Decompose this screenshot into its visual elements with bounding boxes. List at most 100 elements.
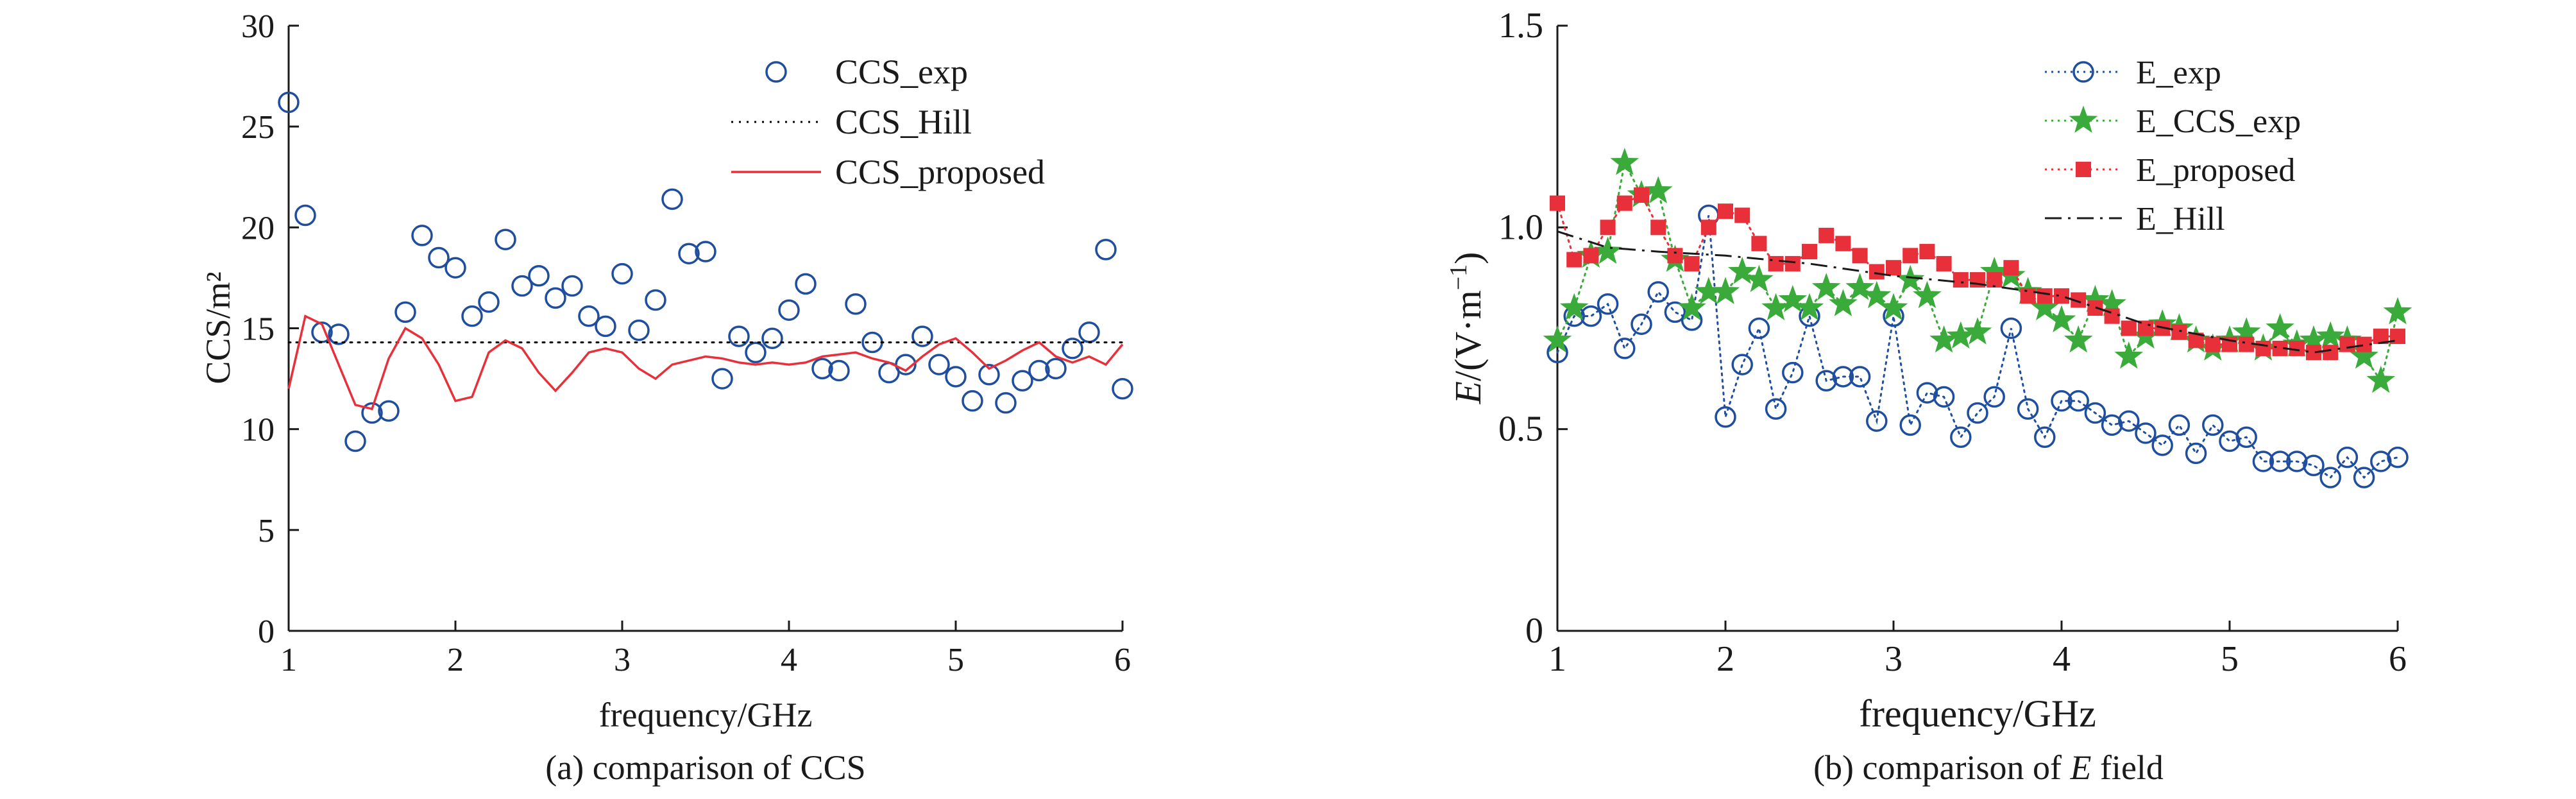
data-point xyxy=(1667,248,1683,264)
data-point xyxy=(1868,264,1885,280)
data-point xyxy=(845,293,867,315)
data-point xyxy=(945,366,967,388)
data-point xyxy=(1748,317,1770,339)
y-axis-title-unit: /(V·m xyxy=(1447,290,1489,381)
data-point xyxy=(461,305,483,327)
data-point xyxy=(344,430,366,452)
data-point xyxy=(394,301,416,323)
data-point xyxy=(1879,293,1908,321)
data-point xyxy=(1761,293,1790,321)
data-point xyxy=(978,364,1000,386)
caption-b-prefix: (b) comparison of xyxy=(1813,748,2071,787)
data-point xyxy=(1711,277,1740,304)
series-CCS_exp xyxy=(278,91,1133,452)
legend-marker xyxy=(2076,162,2091,177)
data-point xyxy=(2316,321,2345,349)
data-point xyxy=(1916,382,1938,404)
series-E_exp xyxy=(1546,204,2409,488)
data-point xyxy=(2323,345,2339,361)
data-point xyxy=(1583,248,1599,264)
y-tick-label: 15 xyxy=(241,311,275,348)
data-point xyxy=(611,262,633,285)
x-tick-label: 4 xyxy=(781,642,797,678)
data-point xyxy=(1543,325,1572,353)
data-point xyxy=(1919,244,1935,260)
data-point xyxy=(495,228,516,250)
data-point xyxy=(2047,305,2076,332)
data-point xyxy=(1987,272,2003,288)
data-point xyxy=(1731,354,1753,375)
data-point xyxy=(528,265,550,287)
y-tick-label: 0.5 xyxy=(1498,409,1543,449)
data-point xyxy=(378,400,400,422)
data-point xyxy=(1593,236,1622,264)
data-point xyxy=(328,323,350,345)
data-point xyxy=(1597,293,1619,315)
data-point xyxy=(2000,317,2022,339)
data-point xyxy=(2235,426,2257,448)
data-point xyxy=(1745,264,1774,293)
data-point xyxy=(2339,336,2355,352)
data-point xyxy=(1765,398,1787,420)
y-axis-title-close: ) xyxy=(1447,252,1489,264)
data-point xyxy=(1718,203,1733,219)
data-point xyxy=(561,275,583,297)
data-point xyxy=(1902,248,1919,264)
data-point xyxy=(2051,390,2072,412)
legend-marker xyxy=(2069,105,2098,133)
data-point xyxy=(2020,288,2036,304)
data-point xyxy=(1550,195,1565,211)
data-point xyxy=(2370,451,2392,472)
y-tick-label: 25 xyxy=(241,109,275,146)
data-point xyxy=(1631,313,1652,335)
data-point xyxy=(2135,422,2157,444)
data-point xyxy=(1832,366,1854,388)
data-point xyxy=(2114,341,2144,369)
x-tick-label: 2 xyxy=(1716,639,1734,679)
data-point xyxy=(2084,402,2106,424)
data-point xyxy=(661,188,683,210)
x-tick-label: 4 xyxy=(2053,639,2071,679)
data-point xyxy=(2037,288,2053,304)
data-point xyxy=(2205,336,2221,352)
data-point xyxy=(1899,414,1921,436)
data-point xyxy=(1845,273,1874,300)
data-point xyxy=(2366,365,2396,393)
legend-marker xyxy=(765,61,787,83)
data-point xyxy=(2319,467,2341,488)
data-point xyxy=(2303,454,2325,476)
data-point xyxy=(795,273,817,295)
legend-entry: E_exp xyxy=(2045,55,2221,91)
data-point xyxy=(595,315,616,338)
data-point xyxy=(1795,293,1824,321)
data-point xyxy=(895,354,917,375)
data-point xyxy=(1913,280,1942,309)
data-point xyxy=(1953,272,1969,288)
data-point xyxy=(2252,451,2275,472)
data-point xyxy=(361,402,383,424)
data-point xyxy=(2063,325,2093,353)
x-tick-label: 2 xyxy=(447,642,464,678)
x-tick-label: 1 xyxy=(280,642,297,678)
legend-label: E_exp xyxy=(2136,55,2221,91)
y-tick-label: 10 xyxy=(241,412,275,449)
data-point xyxy=(1610,148,1640,175)
data-point xyxy=(2353,467,2375,488)
data-point xyxy=(1778,285,1808,313)
data-point xyxy=(1818,227,1835,243)
data-point xyxy=(1963,317,1992,345)
y-tick-label: 20 xyxy=(241,210,275,246)
data-point xyxy=(2356,336,2372,352)
legend-entry: CCS_Hill xyxy=(731,103,972,141)
x-tick-label: 6 xyxy=(1114,642,1131,678)
data-point xyxy=(2034,426,2056,448)
y-tick-label: 0 xyxy=(258,614,275,650)
x-axis-title: frequency/GHz xyxy=(1859,692,2096,735)
y-axis-title: E/(V·m−1) xyxy=(1445,252,1489,405)
legend-label: CCS_Hill xyxy=(835,103,972,141)
data-point xyxy=(628,319,650,341)
legend-entry: CCS_exp xyxy=(765,53,968,91)
data-point xyxy=(1751,236,1767,252)
data-point xyxy=(1849,366,1871,388)
